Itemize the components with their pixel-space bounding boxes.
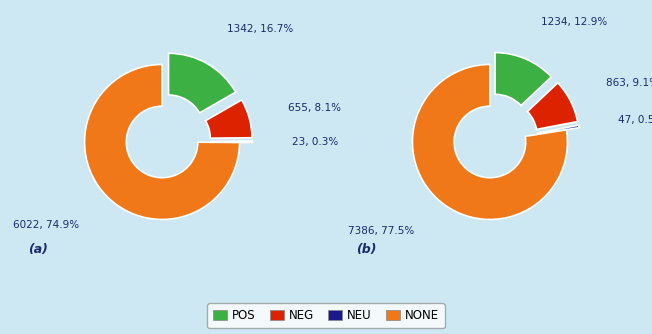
Text: 863, 9.1%: 863, 9.1%	[606, 78, 652, 88]
Text: 6022, 74.9%: 6022, 74.9%	[13, 219, 79, 229]
Text: 655, 8.1%: 655, 8.1%	[288, 103, 340, 113]
Wedge shape	[495, 52, 552, 106]
Wedge shape	[527, 83, 578, 129]
Text: 7386, 77.5%: 7386, 77.5%	[348, 226, 414, 236]
Text: 1342, 16.7%: 1342, 16.7%	[227, 24, 293, 34]
Wedge shape	[538, 125, 579, 134]
Wedge shape	[168, 53, 235, 113]
Text: 47, 0.5%: 47, 0.5%	[618, 115, 652, 125]
Wedge shape	[85, 64, 239, 219]
Text: 1234, 12.9%: 1234, 12.9%	[541, 17, 608, 27]
Wedge shape	[413, 64, 567, 219]
Wedge shape	[205, 100, 252, 138]
Text: (b): (b)	[356, 243, 376, 256]
Text: 23, 0.3%: 23, 0.3%	[292, 137, 338, 147]
Legend: POS, NEG, NEU, NONE: POS, NEG, NEU, NONE	[207, 303, 445, 328]
Text: (a): (a)	[28, 243, 48, 256]
Wedge shape	[211, 141, 252, 143]
